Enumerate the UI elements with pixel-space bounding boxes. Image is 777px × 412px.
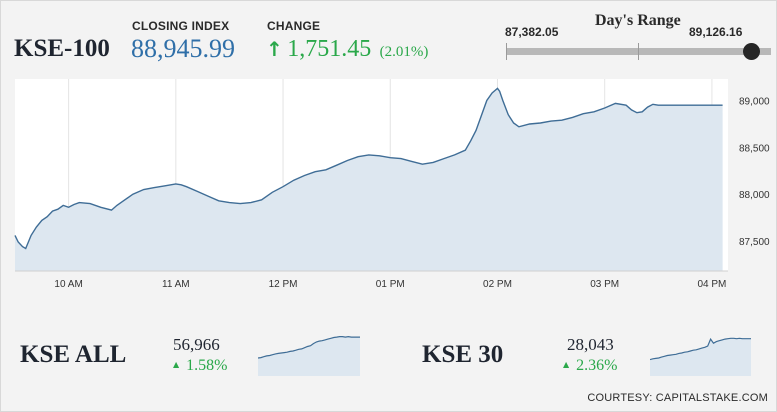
- change-group: ↑ 1,751.45 (2.01%): [266, 36, 428, 63]
- up-arrow-icon: ↑: [266, 37, 283, 61]
- courtesy-note: COURTESY: CAPITALSTAKE.COM: [587, 392, 768, 404]
- x-tick-label: 11 AM: [162, 279, 190, 290]
- y-tick-label: 88,000: [739, 190, 770, 201]
- up-triangle-icon: ▲: [173, 360, 180, 369]
- y-tick-label: 89,000: [739, 97, 770, 108]
- kse-30-change-value: 2.36%: [576, 357, 618, 374]
- change-value: 1,751.45: [287, 36, 372, 62]
- days-range-tick-mid: [638, 43, 639, 60]
- kse-all-sparkline: [258, 335, 360, 376]
- kse-30-ticker: KSE 30: [422, 341, 504, 368]
- days-range-high: 89,126.16: [689, 25, 743, 39]
- x-tick-label: 02 PM: [483, 279, 512, 290]
- series-line: [14, 87, 723, 250]
- sparkline-line: [258, 335, 360, 359]
- kse-30-change: ▲ 2.36%: [563, 357, 617, 375]
- series-area: [15, 88, 723, 272]
- x-tick-label: 04 PM: [697, 279, 726, 290]
- days-range-title: Day's Range: [595, 12, 681, 29]
- x-tick-label: 03 PM: [590, 279, 619, 290]
- x-tick-label: 12 PM: [269, 279, 298, 290]
- x-tick-label: 10 AM: [54, 279, 82, 290]
- y-tick-label: 88,500: [739, 143, 770, 154]
- change-percent: (2.01%): [379, 44, 429, 60]
- days-range-marker: [742, 43, 760, 60]
- index-ticker: KSE-100: [14, 35, 110, 62]
- sparkline-area: [258, 336, 360, 376]
- closing-index-value: 88,945.99: [131, 34, 235, 63]
- kse-30-sparkline: [650, 337, 751, 376]
- kse-all-change: ▲ 1.58%: [173, 357, 227, 375]
- kse-all-ticker: KSE ALL: [20, 341, 127, 368]
- days-range-low: 87,382.05: [505, 25, 559, 39]
- x-tick-label: 01 PM: [376, 279, 405, 290]
- kse-30-value: 28,043: [567, 335, 614, 354]
- days-range-tick-start: [506, 43, 507, 60]
- kse-all-change-value: 1.58%: [186, 357, 228, 374]
- closing-index-label: CLOSING INDEX: [132, 19, 230, 33]
- change-label: CHANGE: [267, 19, 321, 33]
- up-triangle-icon: ▲: [563, 360, 570, 369]
- intraday-chart: 10 AM 11 AM 12 PM 01 PM 02 PM 03 PM 04 PM 87,50…: [14, 79, 770, 290]
- kse-all-value: 56,966: [173, 335, 220, 354]
- sparkline-line: [650, 337, 751, 361]
- sparkline-area: [650, 338, 751, 376]
- y-tick-label: 87,500: [739, 237, 770, 248]
